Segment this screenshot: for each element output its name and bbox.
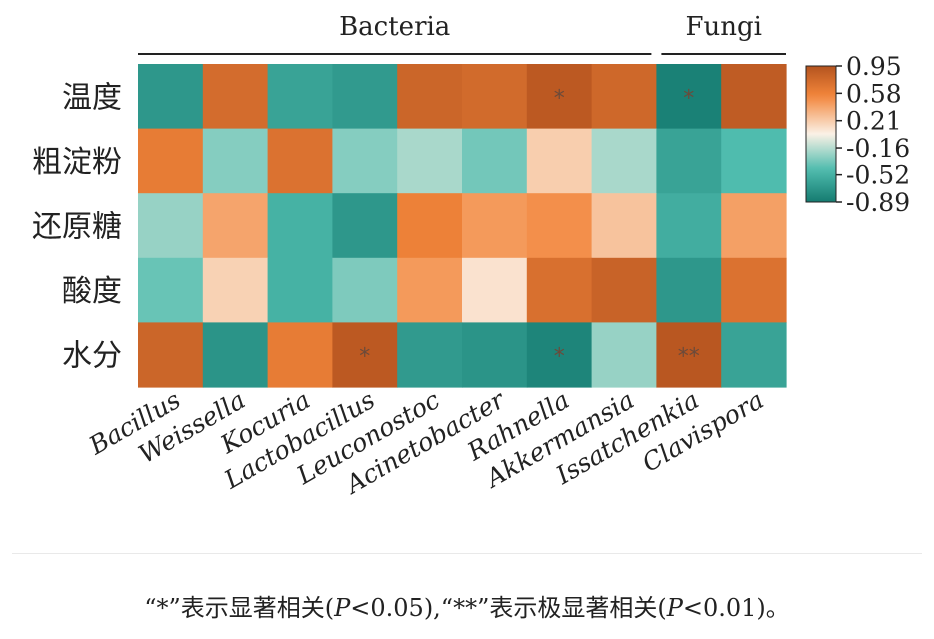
row-label-0: 温度 [62,80,122,115]
heatmap-cell-2-5 [462,193,528,259]
figure-caption: “*”表示显著相关(P<0.05),“**”表示极显著相关(P<0.01)。 [0,588,934,623]
heatmap-cell-4-7 [591,322,657,388]
heatmap-cell-1-5 [462,128,528,194]
heatmap-cell-4-5 [462,322,528,388]
heatmap-cell-3-7 [591,257,657,323]
caption-part3: <0.01)。 [682,594,790,622]
heatmap-cell-2-3 [332,193,398,259]
heatmap-cell-2-8 [656,193,722,259]
row-label-1: 粗淀粉 [32,145,122,180]
figure-bottom-border [12,553,922,554]
heatmap-cell-2-6 [526,193,593,259]
colorbar-tick-label-5: -0.89 [846,188,910,217]
heatmap-cell-0-1 [202,64,269,130]
heatmap-cell-4-8 [656,322,722,388]
heatmap-cell-2-2 [267,193,333,259]
group-label-0: Bacteria [339,12,450,42]
heatmap-cell-0-6 [526,64,593,130]
caption-part2: <0.05),“**”表示极显著相关( [350,594,667,622]
heatmap-cell-0-8 [656,64,722,130]
colorbar-tick-label-1: 0.58 [846,79,902,108]
colorbar [805,65,837,203]
heatmap-cell-2-4 [397,193,463,259]
heatmap-cell-0-4 [397,64,463,130]
heatmap-cell-0-9 [721,64,787,130]
heatmap-cell-1-2 [267,128,333,194]
heatmap-cell-2-7 [591,193,657,259]
heatmap-cell-1-7 [591,128,657,194]
heatmap-cell-3-4 [397,257,463,323]
heatmap-cell-0-5 [462,64,528,130]
significance-marker-4-6: * [554,345,565,370]
group-label-1: Fungi [685,12,762,42]
row-label-3: 酸度 [62,274,122,309]
caption-p-symbol-1: P [334,594,351,622]
heatmap-cell-4-9 [721,322,787,388]
colorbar-tick-label-4: -0.52 [846,161,910,190]
significance-marker-4-3: * [359,345,370,370]
heatmap-cell-4-4 [397,322,463,388]
heatmap-cell-1-9 [721,128,787,194]
heatmap-cell-3-9 [721,257,787,323]
heatmap-cell-2-1 [202,193,269,259]
heatmap-cell-3-0 [138,257,204,323]
heatmap-cell-1-8 [656,128,722,194]
heatmap-cell-3-8 [656,257,722,323]
heatmap-cell-1-6 [526,128,593,194]
heatmap-cell-4-2 [267,322,333,388]
significance-marker-0-8: * [683,86,694,111]
heatmap-cell-4-3 [332,322,398,388]
significance-marker-4-8: ** [678,345,700,370]
heatmap-cell-4-1 [202,322,269,388]
colorbar-tick-label-3: -0.16 [846,134,910,163]
heatmap-cell-1-4 [397,128,463,194]
heatmap-cell-2-0 [138,193,204,259]
heatmap-cell-0-3 [332,64,398,130]
caption-part1: “*”表示显著相关( [144,594,335,622]
correlation-heatmap: * ** * **Bacteria Fungi温度粗淀粉还原糖酸度水分BacillusW… [32,12,910,500]
heatmap-cell-1-3 [332,128,398,194]
heatmap-cell-4-0 [138,322,204,388]
heatmap-cell-0-7 [591,64,657,130]
caption-p-symbol-2: P [666,594,683,622]
colorbar-tick-label-2: 0.21 [846,107,902,136]
row-label-2: 还原糖 [32,210,122,245]
row-label-4: 水分 [62,339,122,374]
heatmap-cell-4-6 [526,322,593,388]
heatmap-cell-2-9 [721,193,787,259]
heatmap-cell-3-2 [267,257,333,323]
significance-marker-0-6: * [554,86,565,111]
heatmap-cell-3-1 [202,257,269,323]
heatmap-cell-0-0 [138,64,204,130]
heatmap-cell-3-6 [526,257,593,323]
heatmap-cell-1-1 [202,128,269,194]
colorbar-tick-label-0: 0.95 [846,52,902,81]
heatmap-cell-3-3 [332,257,398,323]
heatmap-cell-3-5 [462,257,528,323]
heatmap-cell-1-0 [138,128,204,194]
heatmap-cell-0-2 [267,64,333,130]
